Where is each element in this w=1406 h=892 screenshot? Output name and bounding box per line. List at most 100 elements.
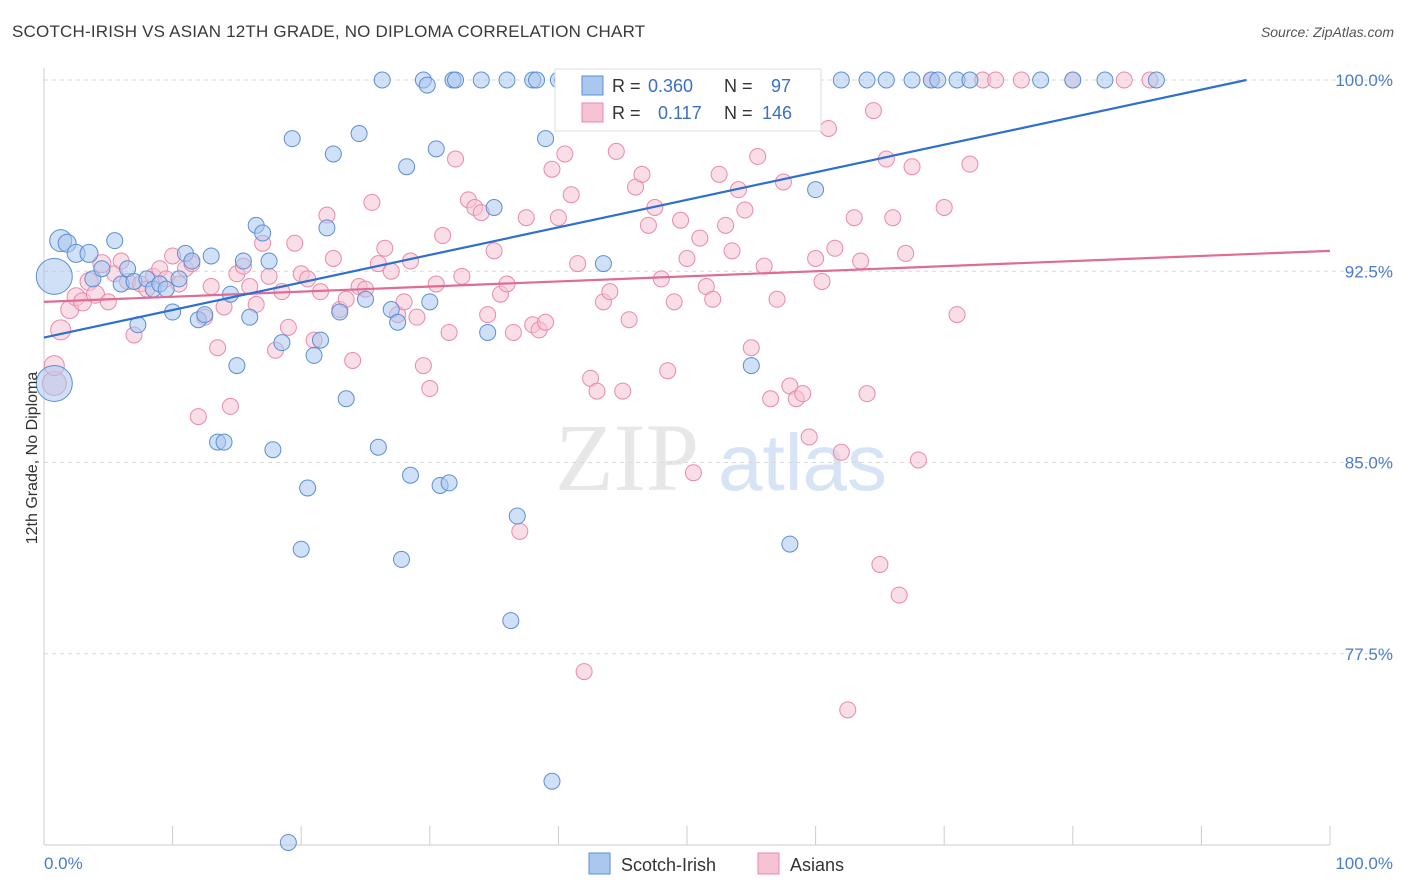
asians-point-60 [427, 275, 445, 293]
asians-points [41, 71, 1159, 719]
scotch-irish-point-16 [157, 280, 175, 298]
asians-point-138 [948, 306, 966, 324]
asians-point-144 [1115, 71, 1133, 89]
asians-point-96 [659, 362, 677, 380]
scotch-irish-point-71 [543, 772, 561, 790]
asians-point-97 [665, 293, 683, 311]
asians-point-98 [672, 211, 690, 229]
scotch-irish-point-65 [498, 71, 516, 89]
asians-point-93 [639, 216, 657, 234]
scotch-irish-point-84 [807, 181, 825, 199]
asians-point-68 [479, 306, 497, 324]
scotch-irish-point-27 [228, 357, 246, 375]
legend-swatch-blue [581, 75, 604, 96]
scotch-irish-point-47 [369, 438, 387, 456]
scotch-irish-point-74 [594, 255, 612, 273]
scotch-irish-point-87 [877, 71, 895, 89]
legend-n-value-1: 97 [771, 76, 791, 96]
scotch-irish-point-44 [337, 390, 355, 408]
legend-n-label-2: N = [724, 103, 753, 123]
scotch-irish-point-8 [106, 232, 124, 250]
asians-point-134 [903, 158, 921, 176]
scotch-irish-point-64 [485, 199, 503, 216]
scotch-irish-point-20 [183, 252, 201, 270]
asians-point-61 [434, 227, 452, 245]
scotch-irish-point-50 [389, 313, 407, 331]
asians-point-125 [845, 209, 863, 227]
x-tick-label-min: 0.0% [44, 854, 83, 873]
scotch-irish-point-81 [742, 357, 760, 375]
asians-point-106 [723, 242, 741, 260]
scotch-irish-point-31 [254, 224, 272, 242]
asians-point-99 [678, 250, 696, 267]
asians-point-79 [549, 209, 567, 227]
scotch-irish-point-36 [283, 130, 301, 148]
asians-point-120 [813, 272, 831, 290]
x-tick-label-max: 100.0% [1335, 854, 1393, 873]
trend-lines [43, 78, 1331, 339]
asians-point-38 [286, 234, 304, 252]
asians-point-95 [652, 270, 670, 288]
asians-point-28 [221, 397, 239, 415]
asians-point-74 [517, 209, 535, 227]
asians-point-100 [684, 464, 702, 482]
scotch-irish-point-39 [305, 346, 323, 364]
asians-point-25 [202, 278, 220, 296]
asians-point-44 [324, 250, 342, 267]
asians-point-131 [884, 209, 902, 227]
x-ticks [172, 826, 1331, 845]
chart-title: SCOTCH-IRISH VS ASIAN 12TH GRADE, NO DIP… [12, 22, 646, 41]
asians-point-85 [588, 382, 606, 400]
asians-point-137 [935, 199, 953, 216]
asians-point-118 [800, 428, 818, 446]
scotch-irish-point-69 [528, 71, 546, 89]
asians-point-110 [749, 148, 767, 165]
asians-point-88 [607, 142, 625, 160]
asians-point-69 [485, 242, 503, 260]
scotch-irish-point-62 [472, 71, 490, 89]
scotch-irish-point-37 [292, 540, 310, 558]
scotch-irish-point-57 [427, 140, 445, 158]
asians-point-53 [382, 262, 400, 280]
asians-trend-line [43, 249, 1331, 303]
asians-point-47 [344, 352, 362, 369]
asians-point-124 [839, 701, 857, 719]
asians-point-128 [864, 102, 882, 120]
y-tick-label-0: 77.5% [1345, 645, 1393, 664]
scotch-irish-point-38 [299, 479, 317, 497]
asians-point-23 [189, 408, 207, 426]
asians-point-62 [440, 323, 458, 341]
asians-point-114 [774, 173, 792, 191]
scotch-irish-point-66 [502, 612, 520, 630]
scotch-irish-point-28 [234, 252, 252, 270]
asians-point-101 [691, 229, 709, 247]
asians-point-59 [421, 380, 439, 398]
asians-point-133 [897, 244, 915, 262]
series-swatch-asians [757, 852, 780, 875]
asians-point-135 [909, 451, 927, 469]
scotch-irish-point-85 [832, 71, 850, 89]
asians-point-81 [562, 186, 580, 204]
scotch-irish-point-56 [421, 293, 439, 311]
asians-point-90 [620, 311, 638, 329]
asians-point-73 [511, 522, 529, 540]
asians-point-132 [890, 586, 908, 604]
scotch-irish-point-46 [357, 290, 374, 308]
scotch-irish-point-48 [373, 71, 391, 89]
asians-point-57 [408, 308, 426, 326]
legend-n-value-2: 146 [762, 103, 792, 123]
scotch-irish-point-0 [35, 257, 73, 295]
scotch-irish-point-41 [318, 219, 336, 237]
scotch-irish-point-93 [1032, 71, 1050, 89]
asians-point-139 [961, 155, 979, 173]
asians-point-109 [742, 339, 760, 357]
asians-point-52 [376, 239, 394, 257]
asians-point-82 [569, 255, 587, 273]
scotch-irish-point-96 [1147, 71, 1165, 89]
asians-point-142 [1012, 71, 1030, 89]
source-note: Source: ZipAtlas.com [1260, 24, 1394, 40]
asians-point-129 [871, 556, 889, 573]
scotch-irish-point-29 [241, 308, 259, 326]
asians-point-64 [453, 267, 471, 285]
